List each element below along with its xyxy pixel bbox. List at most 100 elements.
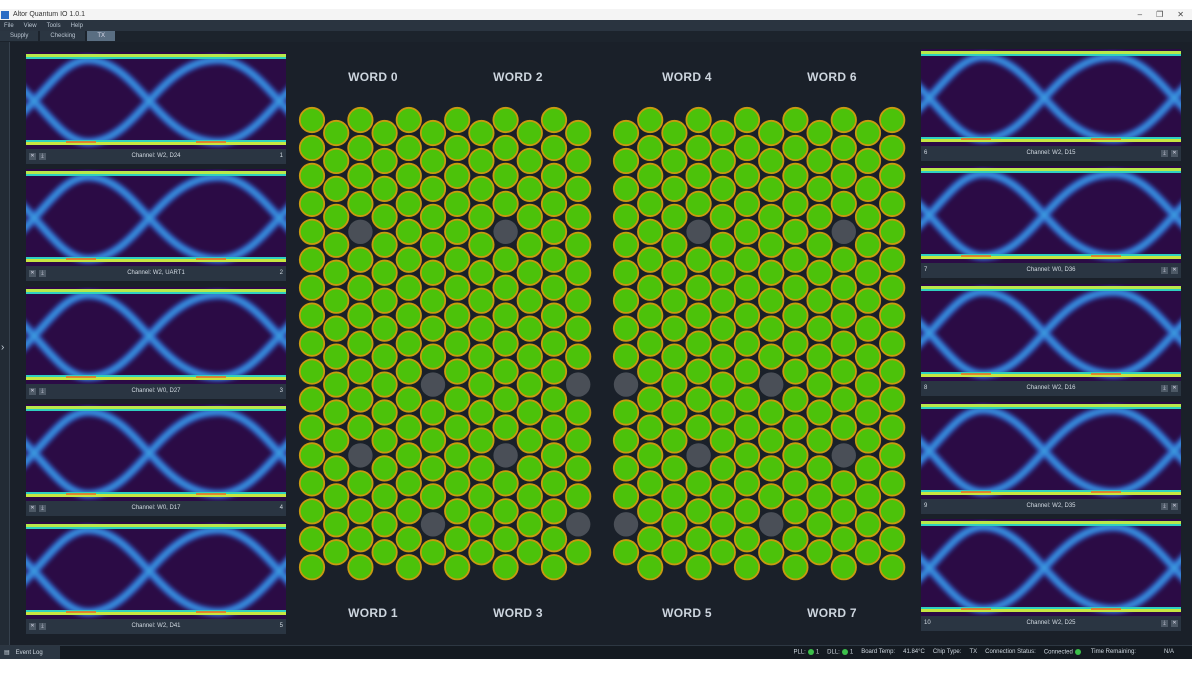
pin-pass[interactable] <box>298 330 326 357</box>
close-panel-button[interactable]: ✕ <box>1171 619 1178 627</box>
pin-pass[interactable] <box>806 343 833 370</box>
pin-pass[interactable] <box>468 119 495 147</box>
pin-pass[interactable] <box>444 554 471 581</box>
pin-pass[interactable] <box>879 134 906 162</box>
pin-pass[interactable] <box>661 455 688 482</box>
pin-pass[interactable] <box>758 175 785 202</box>
pin-pass[interactable] <box>733 218 761 245</box>
pin-inactive[interactable] <box>613 372 639 397</box>
pin-pass[interactable] <box>661 483 688 510</box>
pin-pass[interactable] <box>347 498 374 525</box>
pin-pass[interactable] <box>444 470 471 497</box>
pin-pass[interactable] <box>782 386 809 413</box>
pin-pass[interactable] <box>661 287 688 314</box>
pin-pass[interactable] <box>371 119 398 147</box>
pin-pass[interactable] <box>709 287 736 314</box>
pin-inactive[interactable] <box>613 512 639 537</box>
pin-pass[interactable] <box>371 315 398 342</box>
pin-pass[interactable] <box>758 259 785 286</box>
pin-pass[interactable] <box>444 218 471 245</box>
pin-pass[interactable] <box>854 511 882 538</box>
pin-pass[interactable] <box>612 315 640 342</box>
pin-pass[interactable] <box>612 427 640 454</box>
pin-pass[interactable] <box>395 106 422 134</box>
pin-pass[interactable] <box>540 162 568 189</box>
pin-pass[interactable] <box>395 358 422 385</box>
pin-pass[interactable] <box>782 414 809 441</box>
pin-pass[interactable] <box>371 287 398 314</box>
pin-pass[interactable] <box>709 511 736 538</box>
pin-pass[interactable] <box>419 287 447 314</box>
pin-pass[interactable] <box>685 134 712 162</box>
pin-pass[interactable] <box>733 106 761 134</box>
pin-pass[interactable] <box>854 455 882 482</box>
pin-pass[interactable] <box>540 190 568 217</box>
pin-pass[interactable] <box>492 386 519 413</box>
close-panel-button[interactable]: ✕ <box>29 504 36 512</box>
pin-pass[interactable] <box>298 414 326 441</box>
pin-pass[interactable] <box>347 358 374 385</box>
pin-pass[interactable] <box>637 274 664 301</box>
pin-inactive[interactable] <box>493 443 518 468</box>
pin-pass[interactable] <box>854 175 882 202</box>
pin-pass[interactable] <box>323 343 350 370</box>
pin-pass[interactable] <box>879 274 906 301</box>
pin-pass[interactable] <box>419 175 447 202</box>
pin-pass[interactable] <box>298 442 326 469</box>
pin-pass[interactable] <box>806 203 833 230</box>
pin-pass[interactable] <box>733 470 761 497</box>
pin-pass[interactable] <box>516 343 543 370</box>
pin-pass[interactable] <box>637 414 664 441</box>
pin-pass[interactable] <box>444 498 471 525</box>
export-button[interactable]: ⤓ <box>1161 266 1168 274</box>
tab-supply[interactable]: Supply <box>0 31 39 41</box>
pin-pass[interactable] <box>637 526 664 553</box>
pin-pass[interactable] <box>637 218 664 245</box>
pin-pass[interactable] <box>612 231 640 258</box>
pin-pass[interactable] <box>468 259 495 286</box>
pin-pass[interactable] <box>709 455 736 482</box>
pin-pass[interactable] <box>637 246 664 273</box>
pin-pass[interactable] <box>709 427 736 454</box>
pin-pass[interactable] <box>830 386 857 413</box>
pin-pass[interactable] <box>395 554 422 581</box>
pin-pass[interactable] <box>492 330 519 357</box>
pin-pass[interactable] <box>371 399 398 426</box>
pin-pass[interactable] <box>492 162 519 189</box>
pin-inactive[interactable] <box>831 443 856 468</box>
pin-pass[interactable] <box>298 134 326 162</box>
pin-pass[interactable] <box>661 315 688 342</box>
pin-pass[interactable] <box>298 498 326 525</box>
pin-pass[interactable] <box>540 302 568 329</box>
pin-pass[interactable] <box>806 175 833 202</box>
pin-pass[interactable] <box>492 274 519 301</box>
pin-pass[interactable] <box>347 274 374 301</box>
pin-pass[interactable] <box>516 371 543 398</box>
maximize-button[interactable]: ❐ <box>1156 10 1164 19</box>
pin-pass[interactable] <box>419 343 447 370</box>
pin-pass[interactable] <box>492 526 519 553</box>
pin-pass[interactable] <box>879 470 906 497</box>
pin-pass[interactable] <box>419 427 447 454</box>
export-button[interactable]: ⤓ <box>39 504 46 512</box>
pin-pass[interactable] <box>661 539 688 566</box>
pin-pass[interactable] <box>468 315 495 342</box>
pin-inactive[interactable] <box>686 443 711 468</box>
pin-pass[interactable] <box>492 134 519 162</box>
pin-pass[interactable] <box>758 427 785 454</box>
pin-pass[interactable] <box>468 231 495 258</box>
pin-inactive[interactable] <box>759 372 784 397</box>
pin-inactive[interactable] <box>420 372 446 397</box>
pin-pass[interactable] <box>733 414 761 441</box>
pin-pass[interactable] <box>468 287 495 314</box>
pin-pass[interactable] <box>685 554 712 581</box>
pin-pass[interactable] <box>733 134 761 162</box>
pin-pass[interactable] <box>444 442 471 469</box>
pin-pass[interactable] <box>637 386 664 413</box>
pin-pass[interactable] <box>371 259 398 286</box>
pin-pass[interactable] <box>758 231 785 258</box>
pin-pass[interactable] <box>685 162 712 189</box>
pin-pass[interactable] <box>323 203 350 230</box>
pin-pass[interactable] <box>516 483 543 510</box>
pin-pass[interactable] <box>661 175 688 202</box>
